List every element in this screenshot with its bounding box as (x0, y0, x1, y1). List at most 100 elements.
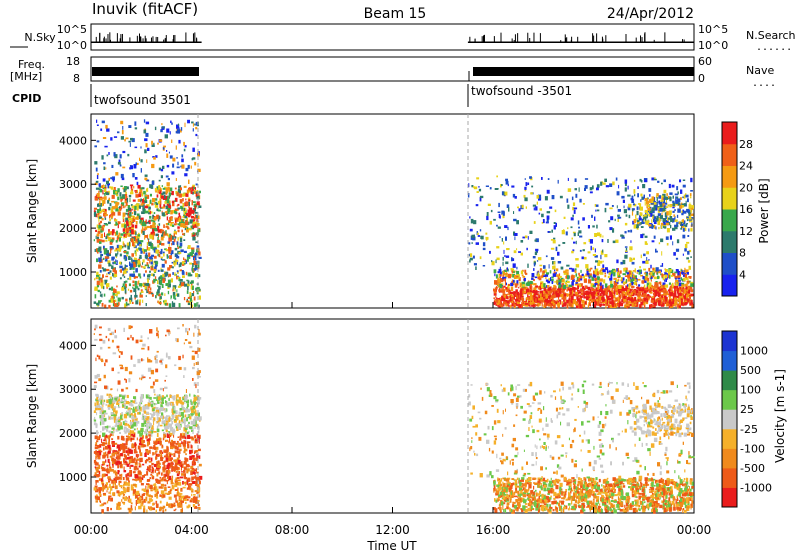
heatmap-cell (193, 401, 197, 406)
heatmap-cell (125, 401, 130, 405)
heatmap-cell (185, 201, 189, 206)
heatmap-cell (120, 233, 124, 236)
heatmap-cell (552, 265, 555, 270)
heatmap-cell (127, 423, 129, 427)
heatmap-cell (651, 219, 653, 223)
heatmap-cell (583, 287, 586, 290)
heatmap-cell (613, 272, 616, 277)
heatmap-cell (675, 196, 679, 199)
heatmap-cell (186, 189, 189, 194)
heatmap-cell (162, 126, 165, 129)
heatmap-cell (644, 235, 648, 238)
heatmap-cell (660, 287, 663, 291)
heatmap-cell (148, 212, 150, 215)
heatmap-cell (565, 282, 567, 285)
heatmap-cell (131, 435, 134, 438)
heatmap-cell (644, 216, 647, 221)
heatmap-cell (652, 289, 655, 292)
heatmap-cell (521, 297, 524, 300)
heatmap-cell (128, 283, 131, 287)
heatmap-cell (572, 202, 576, 206)
heatmap-cell (186, 468, 189, 474)
heatmap-cell (105, 251, 108, 255)
heatmap-cell (554, 280, 556, 283)
heatmap-cell (187, 445, 190, 449)
heatmap-cell (150, 184, 154, 189)
heatmap-cell (150, 231, 153, 236)
heatmap-cell (627, 185, 629, 190)
heatmap-cell (664, 298, 668, 302)
heatmap-cell (677, 208, 681, 213)
heatmap-cell (198, 256, 202, 259)
heatmap-cell (550, 301, 554, 306)
heatmap-cell (662, 276, 665, 281)
heatmap-cell (626, 304, 630, 307)
heatmap-cell (565, 269, 569, 272)
heatmap-cell (505, 282, 507, 286)
heatmap-cell (650, 198, 654, 201)
colorbar-tick-label: 16 (739, 203, 753, 216)
heatmap-cell (103, 452, 106, 457)
heatmap-cell (527, 292, 530, 295)
heatmap-cell (139, 240, 144, 243)
heatmap-cell (150, 225, 153, 229)
heatmap-cell (159, 408, 161, 413)
heatmap-cell (629, 246, 633, 251)
heatmap-cell (561, 288, 565, 293)
heatmap-cell (627, 274, 630, 279)
heatmap-cell (191, 401, 193, 406)
heatmap-cell (501, 210, 505, 215)
heatmap-cell (687, 250, 690, 255)
heatmap-cell (688, 215, 692, 220)
heatmap-cell (545, 293, 549, 296)
heatmap-cell (648, 273, 651, 275)
heatmap-cell (576, 298, 580, 303)
heatmap-cell (629, 297, 632, 302)
heatmap-cell (650, 270, 654, 273)
heatmap-cell (192, 236, 196, 241)
heatmap-cell (139, 254, 142, 259)
nave-label: Nave (746, 64, 774, 77)
heatmap-cell (522, 276, 526, 278)
heatmap-cell (669, 196, 672, 202)
heatmap-cell (190, 399, 192, 403)
heatmap-cell (506, 290, 509, 293)
heatmap-cell (669, 300, 672, 305)
heatmap-cell (542, 298, 546, 303)
heatmap-cell (547, 231, 550, 233)
heatmap-cell (624, 231, 627, 234)
heatmap-cell (99, 251, 102, 254)
heatmap-cell (148, 460, 152, 463)
heatmap-cell (575, 282, 579, 285)
heatmap-cell (147, 438, 150, 444)
heatmap-cell (676, 290, 679, 294)
heatmap-cell (637, 278, 641, 281)
heatmap-cell (547, 280, 551, 284)
heatmap-cell (192, 421, 196, 425)
heatmap-cell (159, 394, 161, 397)
heatmap-cell (545, 272, 549, 275)
heatmap-cell (145, 194, 148, 197)
heatmap-cell (682, 253, 684, 256)
heatmap-cell (555, 281, 559, 283)
heatmap-cell (164, 426, 168, 431)
heatmap-cell (596, 187, 599, 191)
heatmap-cell (472, 186, 475, 188)
heatmap-cell (128, 409, 131, 414)
heatmap-cell (179, 187, 182, 191)
heatmap-cell (196, 433, 198, 437)
heatmap-cell (162, 231, 165, 235)
heatmap-cell (104, 191, 107, 194)
heatmap-cell (197, 215, 200, 220)
heatmap-cell (115, 194, 119, 197)
heatmap-cell (502, 297, 506, 302)
heatmap-cell (150, 430, 154, 434)
heatmap-cell (604, 274, 607, 278)
heatmap-cell (164, 275, 166, 278)
heatmap-cell (147, 234, 149, 239)
heatmap-cell (499, 266, 501, 270)
heatmap-cell (107, 407, 111, 410)
heatmap-cell (149, 413, 152, 415)
heatmap-cell (131, 205, 134, 209)
heatmap-cell (98, 257, 102, 262)
